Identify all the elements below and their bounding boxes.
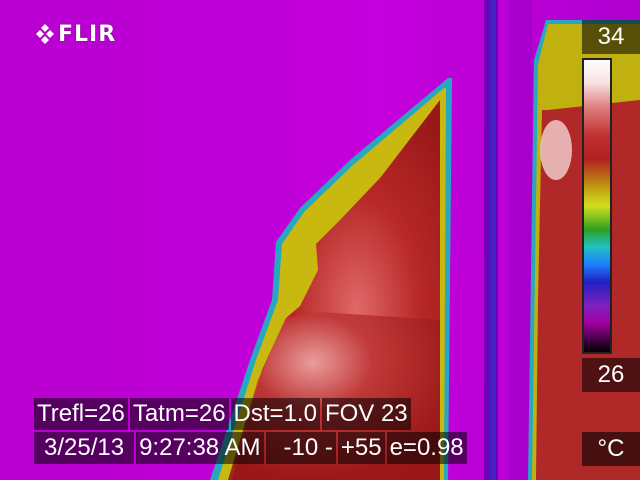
frame-column-mid [510,0,532,480]
temperature-colorbar [582,58,612,354]
tatm-value: Tatm=26 [129,398,229,430]
flir-logo: FLIR [36,22,116,47]
range-low-value: -10 - [265,432,336,464]
flir-diamond-icon [36,23,54,44]
scale-min-label: 26 [582,358,640,392]
trefl-value: Trefl=26 [34,398,128,430]
frame-column-blue [490,0,496,480]
fov-value: FOV 23 [321,398,411,430]
parameters-row: Trefl=26 Tatm=26 Dst=1.0 FOV 23 [34,398,411,430]
emissivity-value: e=0.98 [386,432,467,464]
range-high-value: +55 [337,432,385,464]
status-row: 3/25/13 9:27:38 AM -10 - +55 e=0.98 [34,432,467,464]
scale-max-label: 34 [582,20,640,54]
dst-value: Dst=1.0 [230,398,320,430]
date-value: 3/25/13 [34,432,135,464]
scale-unit-label: °C [582,432,640,466]
brand-name: FLIR [58,22,117,47]
right-object-hotspot [540,120,572,180]
time-value: 9:27:38 AM [136,432,264,464]
